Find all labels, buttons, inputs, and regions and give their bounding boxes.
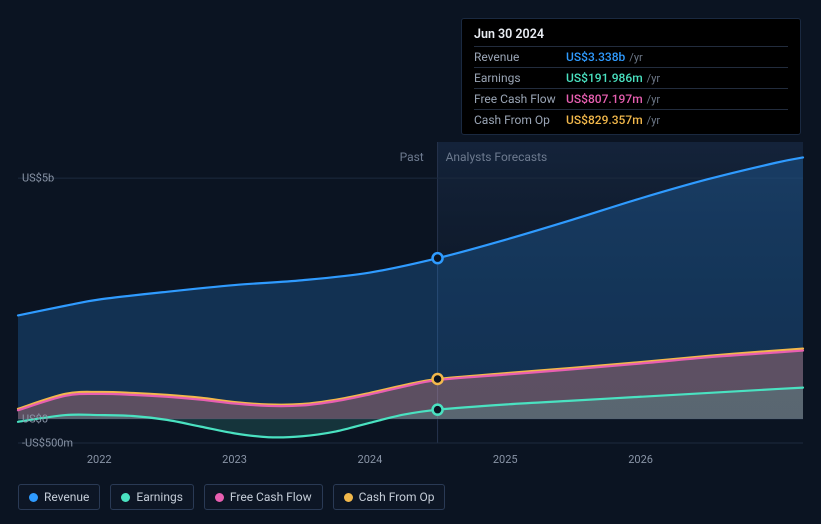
x-tick-label: 2025 (493, 453, 518, 466)
legend-label: Revenue (44, 490, 89, 504)
tooltip-date: Jun 30 2024 (474, 27, 788, 42)
tooltip-label: Cash From Op (474, 113, 566, 127)
tooltip-row-cfo: Cash From Op US$829.357m /yr (474, 109, 788, 130)
legend-label: Free Cash Flow (230, 490, 312, 504)
x-tick-label: 2022 (87, 453, 112, 466)
tooltip-unit: /yr (647, 72, 660, 85)
y-tick-label: -US$500m (22, 437, 73, 450)
tooltip-value: US$191.986m (566, 71, 643, 85)
tooltip-value: US$3.338b (566, 50, 625, 64)
legend-item-revenue[interactable]: Revenue (18, 484, 100, 510)
legend-dot-icon (121, 493, 130, 502)
legend-label: Cash From Op (359, 490, 435, 504)
tooltip-label: Free Cash Flow (474, 92, 566, 106)
tooltip-unit: /yr (647, 114, 660, 127)
legend-label: Earnings (136, 490, 183, 504)
legend-item-fcf[interactable]: Free Cash Flow (204, 484, 323, 510)
past-label: Past (400, 150, 424, 164)
chart-tooltip: Jun 30 2024 Revenue US$3.338b /yr Earnin… (461, 18, 801, 135)
tooltip-value: US$829.357m (566, 113, 643, 127)
chart-legend: Revenue Earnings Free Cash Flow Cash Fro… (18, 484, 445, 510)
x-tick-label: 2023 (222, 453, 247, 466)
tooltip-row-revenue: Revenue US$3.338b /yr (474, 46, 788, 67)
y-tick-label: US$5b (22, 172, 54, 185)
legend-item-earnings[interactable]: Earnings (110, 484, 194, 510)
legend-dot-icon (344, 493, 353, 502)
forecast-label: Analysts Forecasts (446, 150, 548, 164)
x-tick-label: 2024 (358, 453, 383, 466)
tooltip-unit: /yr (629, 51, 642, 64)
x-tick-label: 2026 (628, 453, 653, 466)
tooltip-row-fcf: Free Cash Flow US$807.197m /yr (474, 88, 788, 109)
tooltip-unit: /yr (647, 93, 660, 106)
legend-item-cfo[interactable]: Cash From Op (333, 484, 446, 510)
legend-dot-icon (29, 493, 38, 502)
tooltip-label: Revenue (474, 50, 566, 64)
y-tick-label: US$0 (22, 412, 48, 425)
legend-dot-icon (215, 493, 224, 502)
tooltip-value: US$807.197m (566, 92, 643, 106)
tooltip-row-earnings: Earnings US$191.986m /yr (474, 67, 788, 88)
tooltip-label: Earnings (474, 71, 566, 85)
